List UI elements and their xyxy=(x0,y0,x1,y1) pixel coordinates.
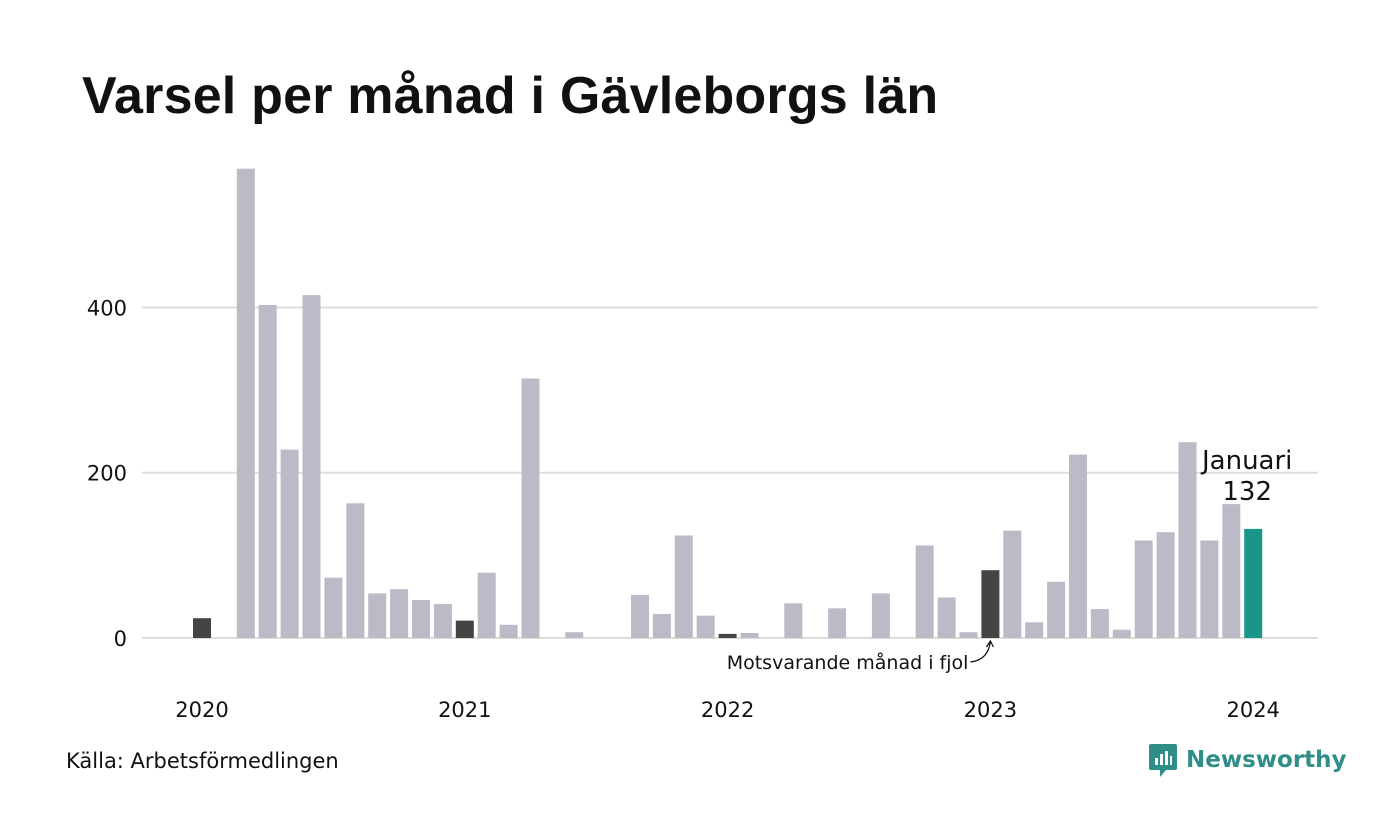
brand-name: Newsworthy xyxy=(1186,747,1347,773)
bar xyxy=(193,618,211,638)
bar xyxy=(631,595,649,638)
bar xyxy=(1112,629,1131,638)
bar xyxy=(718,633,737,638)
bar xyxy=(1244,528,1263,638)
x-tick-label: 2021 xyxy=(438,698,491,722)
newsworthy-logo-icon xyxy=(1149,744,1177,777)
current-month-value: 132 xyxy=(1222,477,1272,507)
bar xyxy=(937,597,956,638)
bar xyxy=(258,305,277,638)
bar xyxy=(302,295,321,638)
bar xyxy=(784,603,803,638)
bar xyxy=(1047,581,1066,638)
bar xyxy=(1134,540,1153,638)
bar xyxy=(1222,504,1241,638)
bar xyxy=(236,168,255,638)
chart-title: Varsel per månad i Gävleborgs län xyxy=(82,67,939,125)
bar xyxy=(1200,540,1219,638)
bar xyxy=(565,632,584,638)
bar xyxy=(828,608,847,638)
bar xyxy=(1090,609,1109,638)
brand-logo[interactable]: Newsworthy xyxy=(1148,742,1347,778)
y-axis-ticks: 0 200 400 xyxy=(87,296,127,651)
x-tick-label: 2023 xyxy=(964,698,1017,722)
bar xyxy=(1178,442,1197,638)
bar xyxy=(696,615,715,638)
y-tick-label: 0 xyxy=(114,627,127,651)
bar xyxy=(280,449,299,638)
y-tick-label: 400 xyxy=(87,296,127,320)
bar xyxy=(740,633,759,638)
x-tick-label: 2020 xyxy=(175,698,228,722)
bar xyxy=(674,535,693,638)
annotations: Januari 132 Motsvarande månad i fjol xyxy=(727,446,1293,674)
bar xyxy=(1003,530,1022,638)
bar xyxy=(433,604,452,638)
x-axis-ticks: 2020 2021 2022 2023 2024 xyxy=(175,698,1280,722)
source-note: Källa: Arbetsförmedlingen xyxy=(66,749,339,773)
bar xyxy=(959,632,978,638)
bar xyxy=(412,600,430,638)
bar xyxy=(1069,454,1087,638)
bar xyxy=(871,593,890,638)
bar xyxy=(390,589,409,638)
bar xyxy=(915,545,934,638)
bar xyxy=(455,620,474,638)
bars xyxy=(193,168,1263,638)
bar xyxy=(368,593,387,638)
bar xyxy=(981,570,1000,638)
current-month-label: Januari xyxy=(1200,446,1292,476)
bar xyxy=(1025,622,1044,638)
annotation-arrow xyxy=(970,639,994,663)
bar xyxy=(324,577,343,638)
previous-year-annotation: Motsvarande månad i fjol xyxy=(727,651,969,674)
bar xyxy=(1156,532,1175,638)
bar xyxy=(499,624,518,638)
bar xyxy=(521,378,540,638)
y-tick-label: 200 xyxy=(87,462,127,486)
x-tick-label: 2022 xyxy=(701,698,754,722)
bar xyxy=(346,503,365,638)
bar xyxy=(652,614,671,638)
bar xyxy=(477,572,496,638)
x-tick-label: 2024 xyxy=(1226,698,1279,722)
